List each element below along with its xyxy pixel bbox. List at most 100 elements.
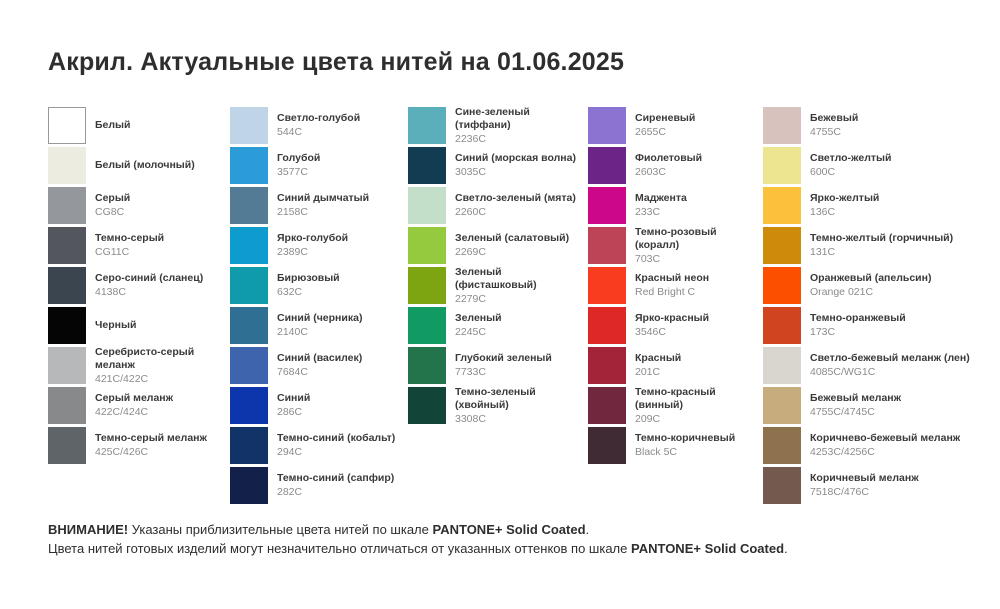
color-swatch <box>48 147 86 184</box>
pantone-code: 282C <box>277 486 303 498</box>
color-item: Темно-желтый (горчичный) 131C <box>763 227 1000 264</box>
color-name: Темно-серый меланж <box>95 432 207 444</box>
pantone-code: 4085C/WG1C <box>810 366 876 378</box>
footer-bold-text: ВНИМАНИЕ! <box>48 522 129 537</box>
pantone-code: 3308C <box>455 412 486 425</box>
pantone-code: 4755C <box>810 126 841 138</box>
color-info: Серый CG8C <box>95 192 230 219</box>
color-swatch <box>48 187 86 224</box>
color-swatch <box>408 187 446 224</box>
color-name: Серый <box>95 192 131 204</box>
color-item: Бирюзовый 632C <box>230 267 408 304</box>
pantone-code: 703C <box>635 252 661 265</box>
color-swatch <box>230 387 268 424</box>
swatch-column-4: Сиреневый 2655C Фиолетовый 2603C Маджента 233… <box>588 107 763 507</box>
color-swatch <box>230 107 268 144</box>
color-swatch <box>588 147 626 184</box>
color-name: Темно-розовый (коралл) <box>635 225 717 251</box>
color-info: Красный 201C <box>635 352 763 379</box>
pantone-code: 2269C <box>455 246 486 258</box>
color-name: Зеленый (фисташковый) <box>455 265 537 291</box>
color-swatch <box>588 267 626 304</box>
color-swatch <box>408 387 446 424</box>
color-info: Красный неон Red Bright C <box>635 272 763 299</box>
color-info: Темно-красный (винный) 209C <box>635 386 763 426</box>
color-swatch <box>230 467 268 504</box>
swatch-column-1: Белый Белый (молочный) Серый CG8C Темно-серы… <box>48 107 230 507</box>
color-info: Серо-синий (сланец) 4138C <box>95 272 230 299</box>
color-swatch <box>408 267 446 304</box>
color-item: Белый (молочный) <box>48 147 230 184</box>
color-item: Коричневый меланж 7518C/476C <box>763 467 1000 504</box>
footer-text: . <box>784 541 788 556</box>
footer-bold-text: PANTONE+ Solid Coated <box>432 522 586 537</box>
color-info: Белый <box>95 119 230 132</box>
pantone-code: 173C <box>810 326 836 338</box>
pantone-code: 600C <box>810 166 836 178</box>
color-swatch <box>763 267 801 304</box>
color-name: Белый (молочный) <box>95 159 195 171</box>
color-info: Темно-коричневый Black 5C <box>635 432 763 459</box>
pantone-code: CG8C <box>95 206 125 218</box>
color-info: Маджента 233C <box>635 192 763 219</box>
color-name: Красный <box>635 352 682 364</box>
color-name: Ярко-желтый <box>810 192 880 204</box>
color-item: Маджента 233C <box>588 187 763 224</box>
color-swatch <box>763 467 801 504</box>
color-name: Маджента <box>635 192 687 204</box>
color-info: Синий (василек) 7684C <box>277 352 408 379</box>
color-swatch <box>230 347 268 384</box>
color-item: Синий (черника) 2140C <box>230 307 408 344</box>
pantone-code: 2389C <box>277 246 308 258</box>
color-name: Бежевый меланж <box>810 392 902 404</box>
pantone-code: 425C/426C <box>95 446 149 458</box>
pantone-code: 233C <box>635 206 661 218</box>
color-name: Темно-серый <box>95 232 165 244</box>
color-item: Бежевый меланж 4755C/4745C <box>763 387 1000 424</box>
color-item: Синий дымчатый 2158C <box>230 187 408 224</box>
color-item: Светло-желтый 600C <box>763 147 1000 184</box>
color-item: Светло-голубой 544C <box>230 107 408 144</box>
pantone-code: 2603C <box>635 166 666 178</box>
color-item: Зеленый (фисташковый) 2279C <box>408 265 588 305</box>
color-item: Темно-серый CG11C <box>48 227 230 264</box>
color-swatch <box>48 387 86 424</box>
color-info: Синий 286C <box>277 392 408 419</box>
color-info: Оранжевый (апельсин) Orange 021C <box>810 272 1000 299</box>
color-swatch <box>408 107 446 144</box>
color-info: Коричнево-бежевый меланж 4253C/4256C <box>810 432 1000 459</box>
color-item: Ярко-голубой 2389C <box>230 227 408 264</box>
color-name: Ярко-красный <box>635 312 710 324</box>
color-info: Темно-оранжевый 173C <box>810 312 1000 339</box>
color-info: Темно-желтый (горчичный) 131C <box>810 232 1000 259</box>
color-item: Белый <box>48 107 230 144</box>
color-swatch <box>588 427 626 464</box>
color-swatch <box>230 147 268 184</box>
color-info: Темно-синий (кобальт) 294C <box>277 432 408 459</box>
color-info: Светло-зеленый (мята) 2260C <box>455 192 588 219</box>
color-swatch <box>230 267 268 304</box>
color-swatch <box>588 187 626 224</box>
pantone-code: 3577C <box>277 166 308 178</box>
pantone-code: 2140C <box>277 326 308 338</box>
color-info: Светло-желтый 600C <box>810 152 1000 179</box>
color-info: Сине-зеленый (тиффани) 2236C <box>455 106 588 146</box>
color-info: Ярко-красный 3546C <box>635 312 763 339</box>
color-item: Светло-бежевый меланж (лен) 4085C/WG1C <box>763 347 1000 384</box>
color-swatch <box>48 427 86 464</box>
color-name: Зеленый (салатовый) <box>455 232 570 244</box>
color-item: Ярко-желтый 136C <box>763 187 1000 224</box>
color-item: Бежевый 4755C <box>763 107 1000 144</box>
pantone-code: 4138C <box>95 286 126 298</box>
color-item: Светло-зеленый (мята) 2260C <box>408 187 588 224</box>
color-item: Темно-зеленый (хвойный) 3308C <box>408 386 588 425</box>
pantone-code: 2279C <box>455 292 486 305</box>
color-item: Оранжевый (апельсин) Orange 021C <box>763 267 1000 304</box>
color-item: Черный <box>48 307 230 344</box>
color-name: Сиреневый <box>635 112 696 124</box>
color-info: Серебристо-серый меланж 421C/422C <box>95 346 230 386</box>
color-info: Серый меланж 422C/424C <box>95 392 230 419</box>
page-title: Акрил. Актуальные цвета нитей на 01.06.2… <box>48 48 625 76</box>
color-item: Фиолетовый 2603C <box>588 147 763 184</box>
